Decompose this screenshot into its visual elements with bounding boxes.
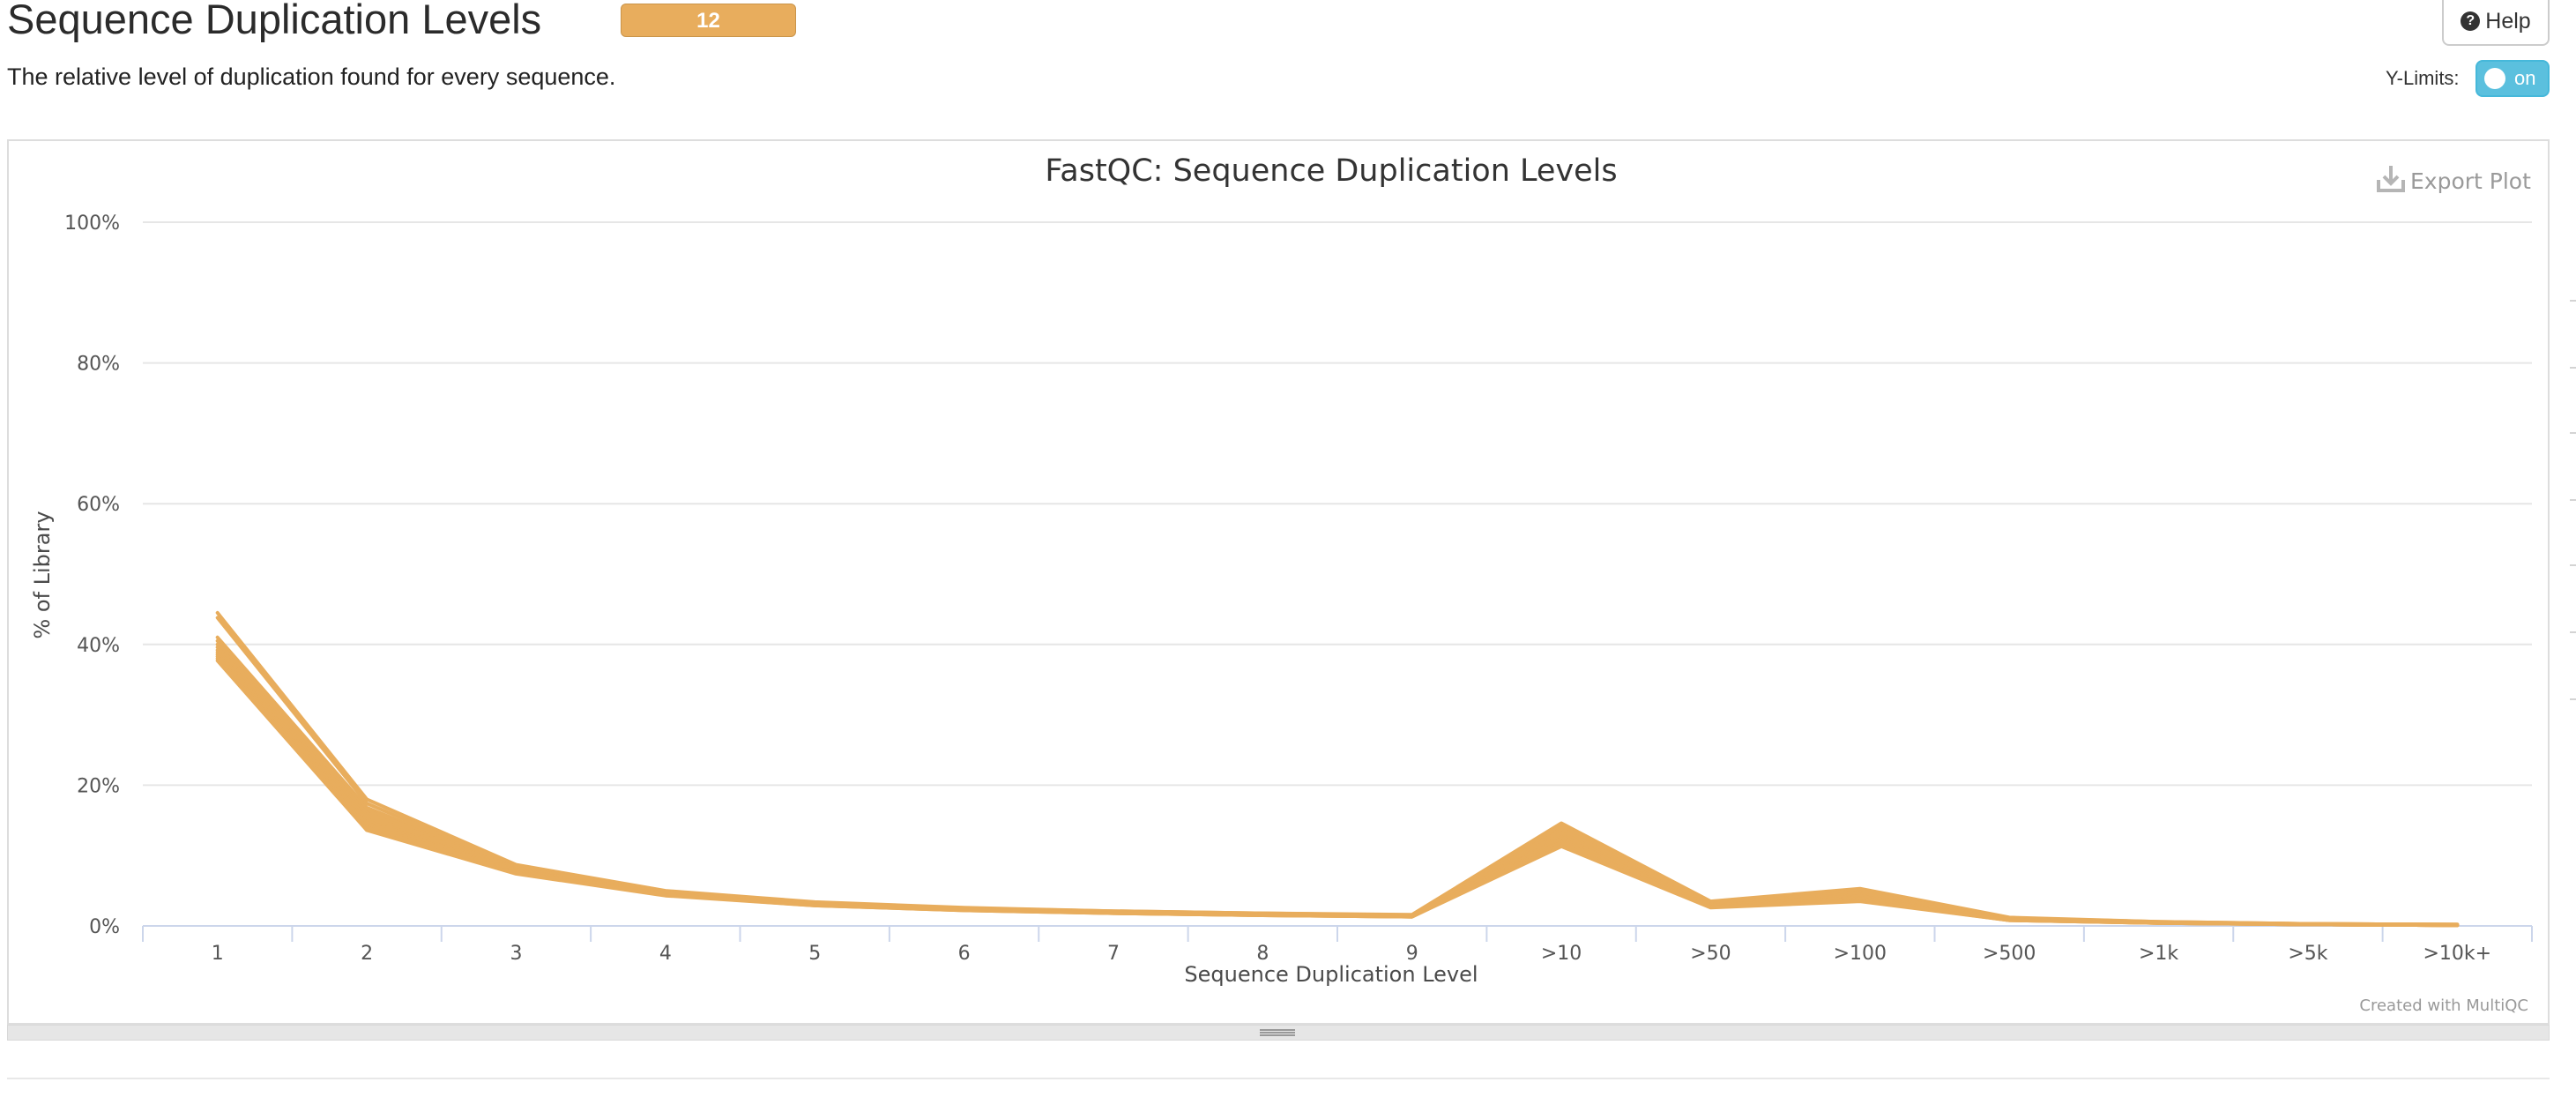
- x-tick-label: >10k+: [2423, 943, 2492, 965]
- y-tick-label: 80%: [77, 354, 120, 376]
- series-line: [215, 656, 2460, 928]
- plot-resize-handle[interactable]: [7, 1025, 2550, 1041]
- ylimits-toggle[interactable]: on: [2475, 60, 2550, 97]
- series-line: [215, 653, 2460, 928]
- side-toolbar-edge: [2570, 367, 2576, 369]
- x-tick-label: 8: [1256, 943, 1269, 965]
- series-line: [215, 635, 2460, 927]
- side-toolbar-edge: [2570, 499, 2576, 501]
- y-tick-label: 20%: [77, 775, 120, 797]
- x-tick-label: 4: [659, 943, 672, 965]
- x-tick-label: 6: [958, 943, 971, 965]
- section-description: The relative level of duplication found …: [7, 63, 616, 90]
- x-tick-label: 7: [1107, 943, 1120, 965]
- toggle-knob: [2484, 68, 2505, 89]
- x-tick-label: >10: [1541, 943, 1582, 965]
- credit-text: Created with MultiQC: [2359, 996, 2528, 1015]
- series-line: [215, 654, 2460, 928]
- duplication-line-chart: 0% 20% 40% 60% 80% 100% 1 2 3 4 5 6 7 8 9 >10 >50 >100 >5…: [30, 153, 2533, 1015]
- side-toolbar-edge: [2570, 564, 2576, 566]
- x-axis: 1 2 3 4 5 6 7 8 9 >10 >50 >100 >500 >1k >5k >10k+: [142, 925, 2533, 965]
- section-divider: [7, 1078, 2550, 1079]
- ylimits-label: Y-Limits:: [2386, 67, 2460, 89]
- plot-container: 0% 20% 40% 60% 80% 100% 1 2 3 4 5 6 7 8 9 >10 >50 >100 >5…: [7, 139, 2550, 1025]
- x-tick-label: >100: [1834, 943, 1887, 965]
- series-line: [215, 646, 2460, 928]
- grid-layer: [143, 221, 2532, 787]
- y-tick-label: 0%: [89, 916, 120, 938]
- x-tick-label: >1k: [2139, 943, 2178, 965]
- resize-grip-icon: [1260, 1029, 1295, 1036]
- x-tick-label: 1: [212, 943, 224, 965]
- side-toolbar-edge: [2570, 631, 2576, 633]
- side-toolbar-edge: [2570, 432, 2576, 434]
- export-plot-button[interactable]: Export Plot: [2377, 166, 2531, 194]
- y-axis-ticks: 0% 20% 40% 60% 80% 100%: [64, 213, 120, 938]
- y-tick-label: 40%: [77, 635, 120, 657]
- export-plot-label: Export Plot: [2410, 168, 2531, 194]
- sample-count-badge[interactable]: 12: [621, 4, 796, 37]
- section-title: Sequence Duplication Levels: [7, 0, 542, 42]
- chart-title: FastQC: Sequence Duplication Levels: [1045, 153, 1617, 189]
- ylimits-toggle-label: on: [2514, 67, 2536, 89]
- series-line: [215, 650, 2460, 928]
- x-tick-label: 9: [1406, 943, 1418, 965]
- y-tick-label: 60%: [77, 494, 120, 516]
- y-tick-label: 100%: [64, 213, 120, 235]
- help-button-label: Help: [2485, 8, 2531, 34]
- x-tick-label: 3: [510, 943, 522, 965]
- y-axis-title: % of Library: [30, 511, 55, 638]
- side-toolbar-edge: [2570, 698, 2576, 700]
- x-tick-label: >500: [1983, 943, 2036, 965]
- x-tick-label: 5: [808, 943, 821, 965]
- series-line: [215, 659, 2460, 928]
- series-line: [215, 648, 2460, 928]
- download-icon: [2377, 166, 2405, 192]
- series-line: [215, 638, 2460, 927]
- question-circle-icon: ?: [2461, 11, 2481, 31]
- x-tick-label: >50: [1690, 943, 1731, 965]
- help-button[interactable]: ? Help: [2442, 0, 2550, 46]
- x-axis-title: Sequence Duplication Level: [1184, 962, 1478, 987]
- x-tick-label: >5k: [2288, 943, 2327, 965]
- side-toolbar-edge: [2570, 300, 2576, 302]
- series-layer: [215, 610, 2460, 928]
- x-tick-label: 2: [361, 943, 373, 965]
